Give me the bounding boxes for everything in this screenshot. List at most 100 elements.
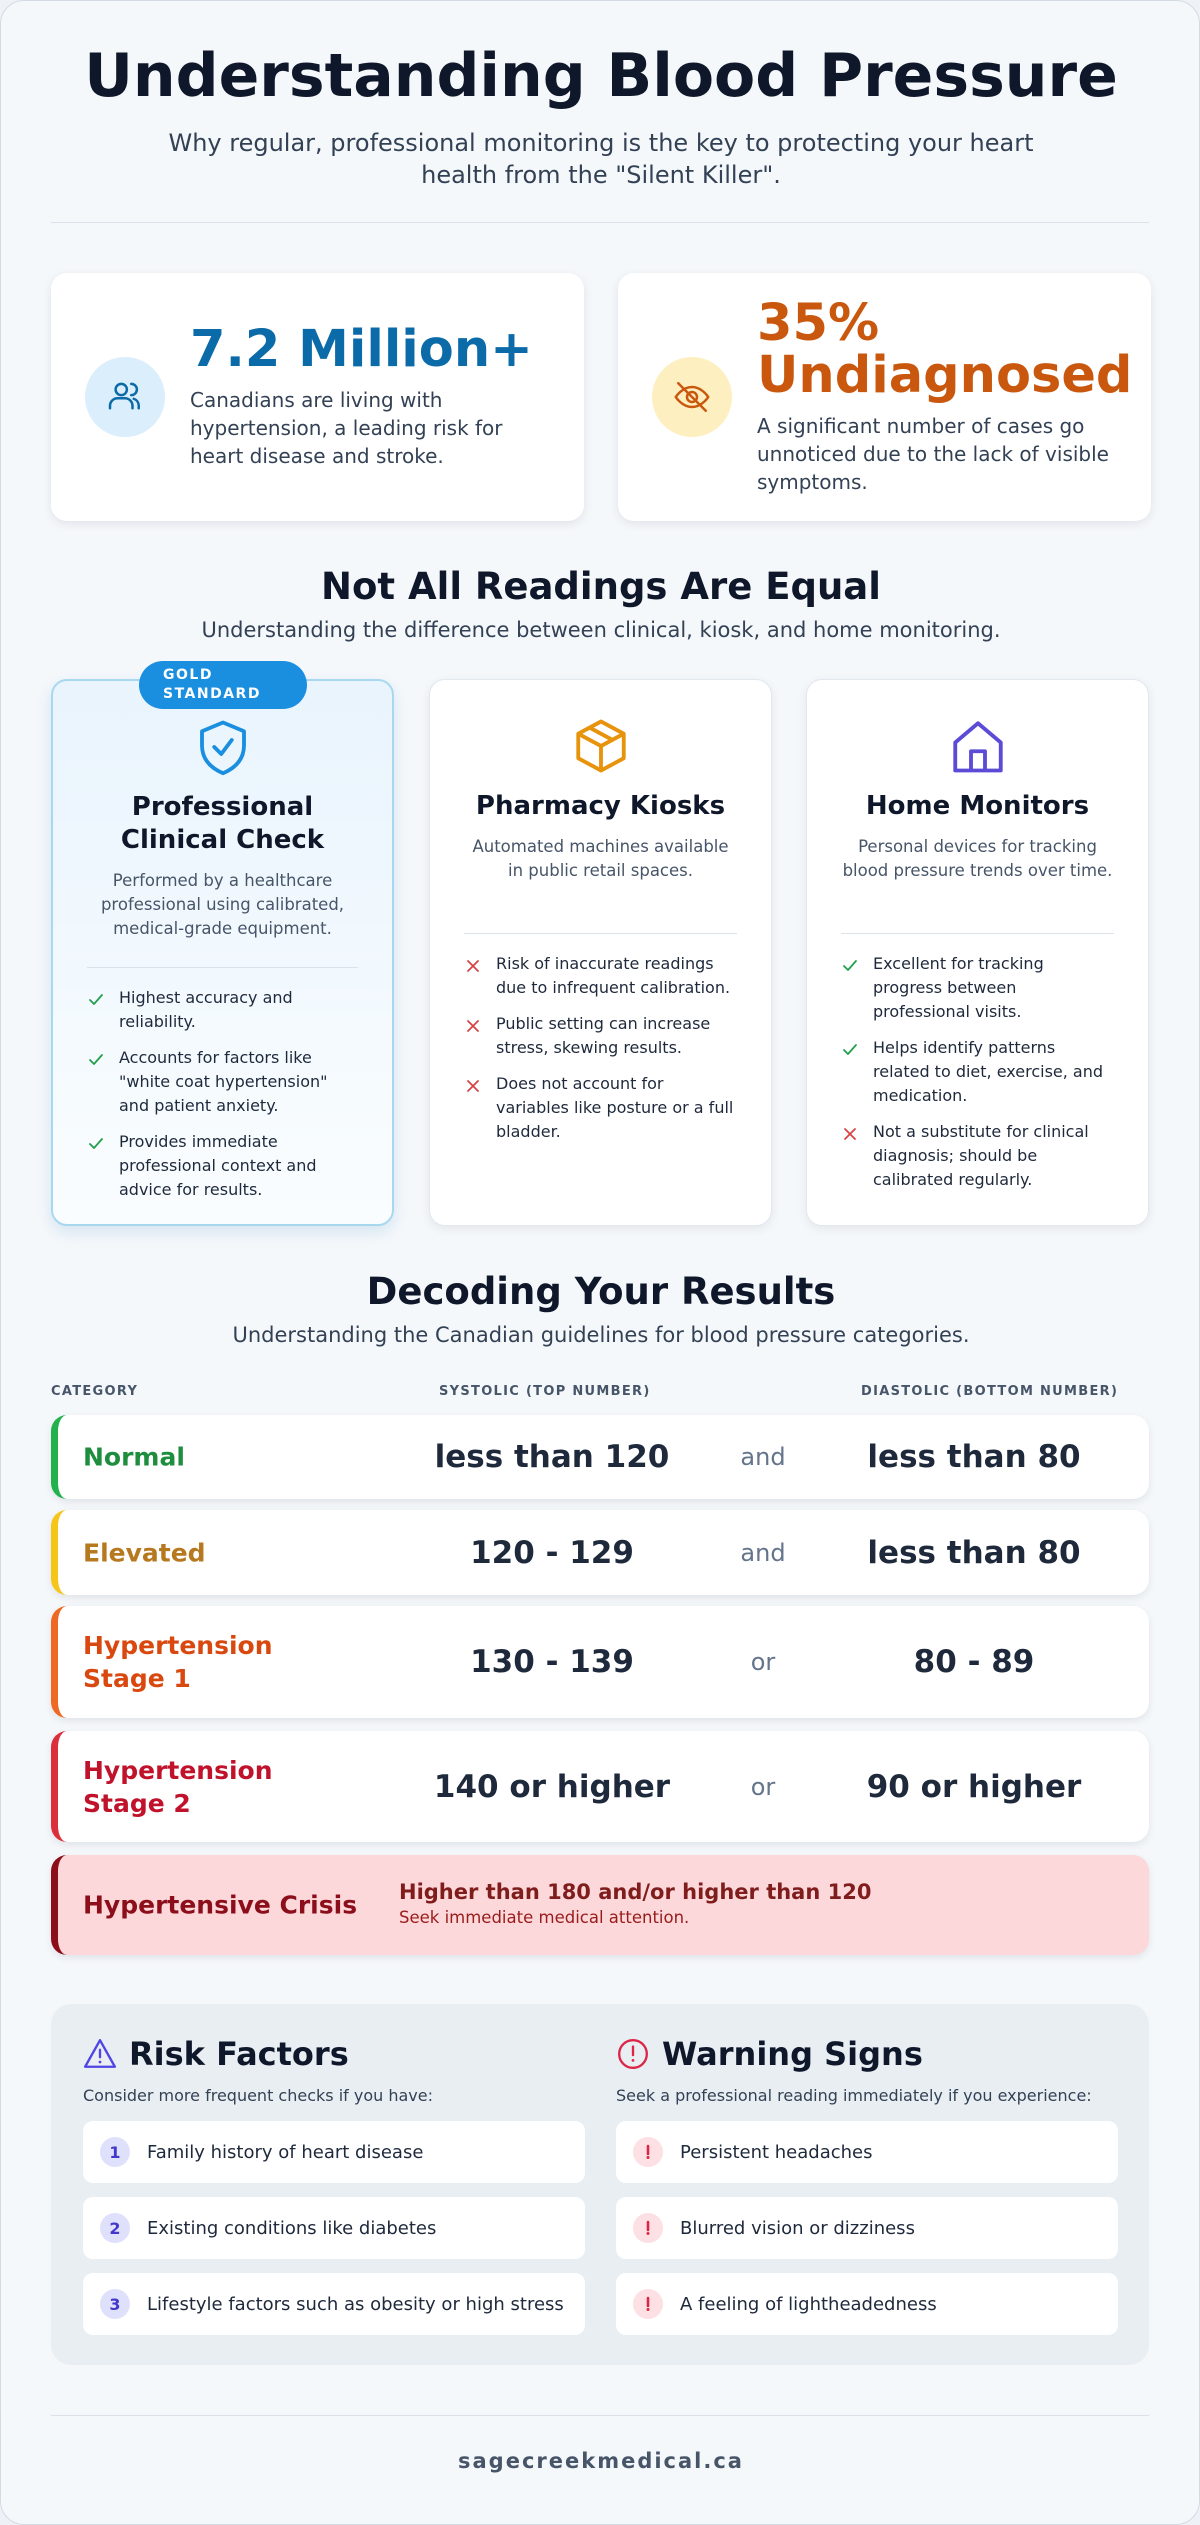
card-title: Home Monitors: [865, 791, 1090, 821]
icon: [646, 2296, 650, 2311]
stat-text: 35% Undiagnosed A significant number of c…: [757, 298, 1132, 496]
section-subtitle: Understanding the difference between cli…: [201, 618, 1001, 642]
list-item: 3 Lifestyle factors such as obesity or hi…: [83, 2273, 585, 2335]
cross-icon: [844, 1128, 856, 1140]
category: Hypertension Stage 2: [83, 1755, 273, 1818]
icon-part: [631, 2058, 635, 2062]
icon-part: [114, 382, 129, 397]
stat-value: 35% Undiagnosed: [757, 294, 1133, 405]
item-text: A feeling of lightheadedness: [680, 2293, 937, 2315]
cross-icon: [467, 960, 479, 972]
icon: [575, 719, 626, 773]
stat-icon: [652, 357, 732, 437]
check-icon: [843, 1044, 857, 1055]
systolic: 140 or higher: [433, 1768, 671, 1805]
title: Understanding Blood Pressure: [84, 41, 1118, 111]
check-icon: [843, 960, 857, 971]
systolic: less than 120: [434, 1439, 670, 1475]
check-icon: [89, 994, 103, 1005]
point-text: Not a substitute for clinical diagnosis;…: [873, 1122, 1089, 1189]
card-icon: [950, 716, 1006, 776]
joiner: or: [750, 1772, 776, 1801]
column-header: DIASTOLIC (BOTTOM NUMBER): [861, 1384, 1119, 1399]
point: Accounts for factors like "white coat hy…: [87, 1046, 358, 1118]
icon-part: [467, 960, 479, 972]
point-text: Risk of inaccurate readings due to infre…: [496, 954, 731, 997]
icon: [199, 720, 246, 776]
icon: [646, 2220, 650, 2235]
column-subtitle: Consider more frequent checks if you hav…: [83, 2086, 433, 2105]
icon-part: [108, 397, 134, 410]
result-row: Hypertension Stage 1 130 - 139 or 80 - 89: [51, 1606, 1149, 1718]
point: Highest accuracy and reliability.: [87, 986, 358, 1034]
card-title: Pharmacy Kiosks: [475, 791, 726, 821]
point: Helps identify patterns related to diet,…: [841, 1036, 1114, 1108]
alert-icon: [633, 2213, 663, 2243]
divider: [464, 933, 737, 934]
list-item: A feeling of lightheadedness: [616, 2273, 1118, 2335]
icon: [674, 382, 710, 412]
cross-icon: [467, 1080, 479, 1092]
icon: [618, 2039, 648, 2069]
section-subtitle: Understanding the Canadian guidelines fo…: [232, 1323, 970, 1347]
stat-value: 7.2 Million+: [190, 320, 533, 379]
point: Not a substitute for clinical diagnosis;…: [841, 1120, 1114, 1192]
crisis-text: Higher than 180 and/or higher than 120: [399, 1880, 872, 1904]
point-text: Does not account for variables like post…: [496, 1074, 734, 1141]
icon-part: [83, 2039, 117, 2068]
item-text: Persistent headaches: [680, 2141, 873, 2163]
badge: GOLD STANDARD: [139, 661, 307, 709]
icon-part: [952, 721, 1003, 773]
result-row: Hypertension Stage 2 140 or higher or 90 or…: [51, 1731, 1149, 1842]
column-title-text: Risk Factors: [129, 2035, 349, 2073]
icon-part: [844, 1128, 856, 1140]
diastolic: 80 - 89: [913, 1644, 1035, 1680]
point: Excellent for tracking progress between …: [841, 952, 1114, 1024]
diastolic: less than 80: [867, 1534, 1081, 1571]
point-text: Provides immediate professional context …: [119, 1132, 317, 1199]
stat-text: 7.2 Million+ Canadians are living with hy…: [190, 324, 550, 470]
list-item: Blurred vision or dizziness: [616, 2197, 1118, 2259]
crisis-detail: Higher than 180 and/or higher than 120 Se…: [399, 1880, 871, 1927]
icon: [83, 2039, 117, 2068]
card-description: Personal devices for tracking blood pres…: [842, 837, 1113, 880]
stat-description: A significant number of cases go unnotic…: [757, 414, 1109, 494]
divider: [51, 222, 1149, 223]
icon-part: [467, 1020, 479, 1032]
item-number: 1: [100, 2137, 130, 2167]
crisis-note: Seek immediate medical attention.: [399, 1908, 690, 1927]
icon-part: [646, 2232, 650, 2235]
section-title: Not All Readings Are Equal: [321, 565, 881, 608]
list-item: 1 Family history of heart disease: [83, 2121, 585, 2183]
category: Normal: [83, 1442, 185, 1472]
icon-part: [685, 390, 699, 404]
point: Public setting can increase stress, skew…: [464, 1012, 737, 1060]
reading-card: Pharmacy Kiosks Automated machines availa…: [429, 679, 772, 1226]
icon-part: [575, 719, 626, 773]
systolic: 130 - 139: [470, 1644, 634, 1680]
joiner: and: [740, 1443, 786, 1471]
point: Provides immediate professional context …: [87, 1130, 358, 1202]
footer: sagecreekmedical.ca: [458, 2449, 744, 2473]
stat-description: Canadians are living with hypertension, …: [190, 388, 503, 468]
result-row: Normal less than 120 and less than 80: [51, 1415, 1149, 1499]
joiner: or: [750, 1648, 776, 1676]
stat-card: 7.2 Million+ Canadians are living with hy…: [51, 273, 584, 521]
column-title: Risk Factors: [83, 2034, 585, 2074]
point-text: Highest accuracy and reliability.: [119, 988, 293, 1031]
stat-icon: [85, 357, 165, 437]
icon-part: [89, 994, 103, 1005]
column-header: SYSTOLIC (TOP NUMBER): [439, 1384, 651, 1399]
column-title-text: Warning Signs: [662, 2035, 923, 2073]
check-icon: [89, 1138, 103, 1149]
icon-part: [677, 382, 707, 412]
reading-card: Home Monitors Personal devices for tracki…: [806, 679, 1149, 1226]
info-panel: Risk Factors Consider more frequent check…: [51, 2004, 1149, 2365]
card-icon: [195, 717, 251, 777]
icon-part: [211, 738, 234, 756]
warning-signs: Warning Signs Seek a professional reading…: [616, 2034, 1118, 2354]
icon: [646, 2144, 650, 2159]
column-title: Warning Signs: [616, 2034, 1118, 2074]
